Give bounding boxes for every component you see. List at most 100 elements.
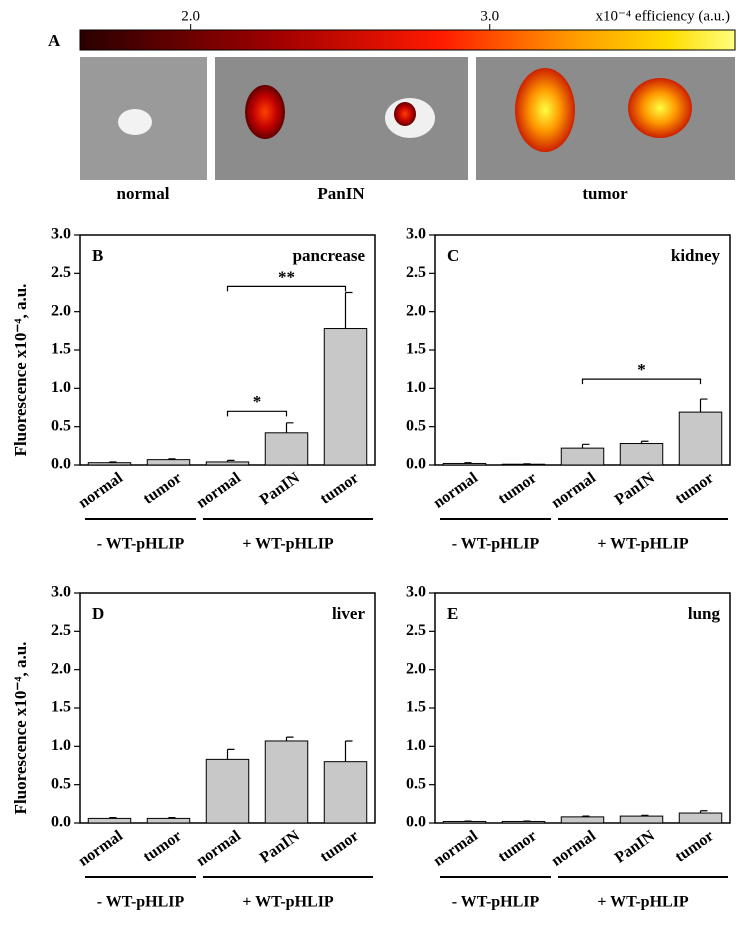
- significance-label: **: [278, 267, 295, 286]
- bar: [87, 817, 132, 824]
- group-label: - WT-pHLIP: [452, 894, 540, 911]
- y-tick-label: 1.0: [51, 737, 71, 754]
- x-tick-label: PanIN: [612, 827, 659, 867]
- x-tick-label: normal: [75, 827, 126, 870]
- x-tick-label: PanIN: [612, 469, 659, 509]
- significance-label: *: [253, 392, 262, 411]
- group-label: + WT-pHLIP: [242, 536, 334, 553]
- error-bar: [581, 815, 590, 817]
- y-tick-label: 1.0: [406, 737, 426, 754]
- bar: [205, 758, 250, 824]
- colorbar-tick-label: 2.0: [181, 8, 200, 24]
- image-label: PanIN: [317, 184, 365, 203]
- y-tick-label: 0.0: [406, 456, 426, 473]
- group-label: + WT-pHLIP: [597, 894, 689, 911]
- bar: [264, 432, 309, 466]
- y-tick-label: 3.0: [406, 226, 426, 243]
- error-bar: [285, 422, 294, 433]
- significance-bracket: [226, 410, 288, 417]
- plot-frame: [434, 592, 731, 824]
- x-tick-label: normal: [193, 827, 244, 870]
- x-tick-label: PanIN: [257, 827, 304, 867]
- y-tick-label: 0.0: [51, 814, 71, 831]
- y-tick-label: 0.0: [51, 456, 71, 473]
- x-tick-label: normal: [193, 469, 244, 512]
- bar: [146, 817, 191, 824]
- panel-letter: A: [48, 31, 61, 50]
- x-tick-label: tumor: [672, 827, 717, 865]
- x-tick-label: PanIN: [257, 469, 304, 509]
- bar: [619, 443, 664, 466]
- panel-title: pancrease: [293, 246, 366, 265]
- y-tick-label: 2.0: [51, 302, 71, 319]
- x-tick-label: normal: [430, 469, 481, 512]
- x-tick-label: tumor: [495, 827, 540, 865]
- x-tick-label: tumor: [140, 469, 185, 507]
- bar: [619, 815, 664, 824]
- error-bar: [167, 817, 176, 819]
- group-label: + WT-pHLIP: [597, 536, 689, 553]
- x-tick-label: normal: [75, 469, 126, 512]
- group-label: - WT-pHLIP: [452, 536, 540, 553]
- bar: [501, 820, 546, 824]
- significance-label: *: [637, 360, 646, 379]
- panel-letter: B: [92, 246, 103, 265]
- y-tick-label: 1.0: [51, 379, 71, 396]
- bar: [264, 740, 309, 824]
- colorbar: [79, 29, 736, 51]
- x-tick-label: tumor: [317, 469, 362, 507]
- image-normal: [80, 57, 207, 180]
- bar: [205, 461, 250, 466]
- colorbar-label: x10⁻⁴ efficiency (a.u.): [596, 8, 730, 24]
- bar: [442, 820, 487, 824]
- image-tumor: [476, 57, 735, 180]
- image-label: tumor: [582, 184, 628, 203]
- y-tick-label: 3.0: [51, 226, 71, 243]
- y-tick-label: 0.5: [406, 417, 426, 434]
- group-label: + WT-pHLIP: [242, 894, 334, 911]
- y-axis-label: Fluorescence x10⁻⁴, a.u.: [11, 284, 30, 457]
- bar: [560, 816, 605, 824]
- bar: [87, 462, 132, 466]
- x-tick-label: normal: [548, 827, 599, 870]
- panel-title: kidney: [671, 246, 721, 265]
- group-label: - WT-pHLIP: [97, 536, 185, 553]
- error-bar: [344, 740, 353, 762]
- y-tick-label: 2.5: [406, 264, 426, 281]
- y-tick-label: 0.5: [51, 417, 71, 434]
- y-tick-label: 0.5: [406, 775, 426, 792]
- y-tick-label: 2.0: [406, 660, 426, 677]
- y-tick-label: 1.5: [406, 341, 426, 358]
- bar: [678, 411, 723, 466]
- group-label: - WT-pHLIP: [97, 894, 185, 911]
- error-bar: [285, 736, 294, 741]
- x-tick-label: normal: [430, 827, 481, 870]
- x-tick-label: tumor: [495, 469, 540, 507]
- x-tick-label: tumor: [672, 469, 717, 507]
- bar: [323, 328, 368, 466]
- y-tick-label: 2.5: [406, 622, 426, 639]
- panel-title: lung: [688, 604, 721, 623]
- panel-letter: E: [447, 604, 458, 623]
- y-tick-label: 1.0: [406, 379, 426, 396]
- error-bar: [699, 810, 708, 814]
- error-bar: [463, 462, 472, 464]
- bar: [678, 812, 723, 824]
- y-tick-label: 0.5: [51, 775, 71, 792]
- y-tick-label: 0.0: [406, 814, 426, 831]
- x-tick-label: normal: [548, 469, 599, 512]
- y-tick-label: 2.5: [51, 264, 71, 281]
- bar: [442, 462, 487, 466]
- x-tick-label: tumor: [140, 827, 185, 865]
- panel-title: liver: [332, 604, 365, 623]
- image-panin: [215, 57, 468, 180]
- y-tick-label: 1.5: [51, 699, 71, 716]
- error-bar: [167, 458, 176, 460]
- error-bar: [108, 461, 117, 463]
- y-axis-label: Fluorescence x10⁻⁴, a.u.: [11, 642, 30, 815]
- y-tick-label: 3.0: [406, 584, 426, 601]
- y-tick-label: 2.0: [406, 302, 426, 319]
- bar: [560, 447, 605, 466]
- error-bar: [226, 748, 235, 760]
